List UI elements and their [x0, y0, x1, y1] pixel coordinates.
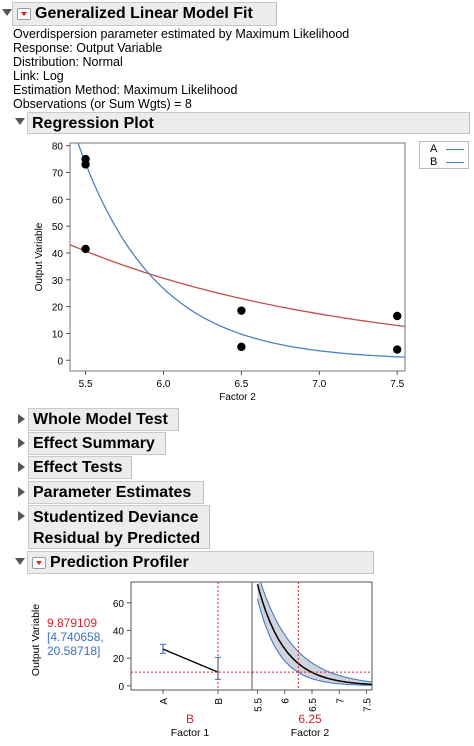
factor2-tick-label: 6: [281, 698, 292, 704]
predicted-ci-high: 20.58718]: [47, 644, 101, 658]
y-tick-label: 20: [52, 303, 64, 314]
section-parameter-estimates[interactable]: Parameter Estimates: [28, 481, 204, 504]
factor2-confidence-band: [257, 582, 372, 686]
regression-plot: 0 10 20 30 40 50 60 70 80 5.5 6.0 6.5 7.0 7.5 Factor 2…: [34, 142, 406, 400]
section-effect-tests[interactable]: Effect Tests: [28, 456, 132, 479]
series-b-curve: [77, 143, 405, 358]
expand-whole-model-test-icon[interactable]: [18, 414, 25, 424]
collapse-report-icon[interactable]: [2, 9, 12, 16]
predicted-value: 9.879109: [47, 616, 98, 630]
factor1-label: Factor 1: [170, 727, 210, 739]
profiler-y-tick-label: 60: [113, 599, 125, 610]
data-point: [81, 160, 90, 169]
profiler-y-tick-label: 0: [118, 682, 124, 693]
profiler-y-tick-label: 20: [113, 654, 125, 665]
section-label-line2: Residual by Predicted: [33, 530, 201, 547]
x-tick-label: 6.5: [234, 379, 248, 390]
factor2-tick-label: 5.5: [253, 698, 264, 712]
x-tick-label: 7.5: [390, 379, 404, 390]
prediction-profiler-plot: 0 20 40 60 A B 5.5 6 6.5 7 7.5: [113, 581, 374, 712]
section-label: Effect Tests: [33, 459, 123, 476]
regression-legend: A B: [419, 141, 469, 169]
expand-parameter-estimates-icon[interactable]: [18, 487, 25, 497]
collapse-regression-plot-icon[interactable]: [15, 118, 25, 125]
factor1-tick-label: B: [214, 698, 225, 705]
legend-label-a: A: [430, 143, 438, 155]
section-effect-summary[interactable]: Effect Summary: [28, 432, 166, 455]
y-tick-label: 70: [52, 169, 64, 180]
report-title: Generalized Linear Model Fit: [35, 5, 253, 22]
legend-swatch-b: [446, 162, 464, 163]
predicted-ci-low: [4.740658,: [47, 630, 104, 644]
profiler-factor1-frame: [130, 581, 253, 691]
factor2-band-upper: [259, 582, 372, 683]
plot-frame: [69, 142, 406, 372]
prediction-profiler-title: Prediction Profiler: [50, 554, 189, 571]
info-line-method: Estimation Method: Maximum Likelihood: [13, 83, 238, 97]
regression-plot-title: Regression Plot: [32, 115, 154, 132]
factor2-tick-label: 7: [335, 698, 346, 704]
expand-studentized-deviance-icon[interactable]: [18, 511, 25, 521]
legend-label-b: B: [430, 156, 438, 168]
factor2-tick-label: 6.5: [308, 698, 319, 712]
profiler-ylabel: Output Variable: [30, 603, 42, 677]
y-tick-label: 0: [57, 356, 63, 367]
legend-item-a: A: [430, 143, 437, 155]
y-tick-label: 40: [52, 249, 64, 260]
y-tick-label: 10: [52, 329, 64, 340]
factor2-current-value[interactable]: 6.25: [298, 712, 322, 726]
y-tick-label: 50: [52, 222, 64, 233]
factor1-current-value[interactable]: B: [185, 712, 194, 726]
y-tick-label: 30: [52, 276, 64, 287]
collapse-prediction-profiler-icon[interactable]: [15, 558, 25, 565]
data-point: [237, 342, 246, 352]
report-title-bar: Generalized Linear Model Fit: [12, 2, 277, 26]
y-tick-label: 80: [52, 142, 64, 153]
info-line-distribution: Distribution: Normal: [13, 55, 123, 69]
factor1-tick-label: A: [159, 698, 170, 705]
x-tick-label: 5.5: [79, 379, 93, 390]
profiler-ylabel-wrap: Output Variable: [30, 600, 42, 680]
factor2-profile-curve: [256, 584, 372, 686]
x-axis-label: Factor 2: [219, 392, 256, 400]
factor2-band-lower: [257, 598, 372, 686]
regression-plot-header[interactable]: Regression Plot: [27, 112, 470, 134]
report-menu-icon[interactable]: [17, 8, 31, 20]
section-label: Studentized Deviance: [33, 509, 199, 526]
x-tick-label: 7.0: [312, 379, 326, 390]
series-a-curve: [70, 244, 405, 328]
factor2-label: Factor 2: [290, 727, 330, 739]
legend-swatch-a: [446, 149, 464, 150]
info-line-link: Link: Log: [13, 69, 64, 83]
x-tick-label: 6.0: [157, 379, 171, 390]
section-label: Parameter Estimates: [33, 484, 192, 501]
section-label: Whole Model Test: [33, 411, 168, 428]
prediction-profiler-header[interactable]: Prediction Profiler: [27, 551, 374, 574]
profiler-y-tick-label: 40: [113, 626, 125, 637]
y-tick-label: 60: [52, 195, 64, 206]
info-line-observations: Observations (or Sum Wgts) = 8: [13, 97, 192, 111]
section-studentized-deviance[interactable]: Studentized Deviance Residual by Predict…: [28, 505, 210, 549]
section-label: Effect Summary: [33, 435, 155, 452]
factor1-profile-line: [162, 648, 219, 673]
data-point: [237, 306, 246, 315]
expand-effect-tests-icon[interactable]: [18, 462, 25, 472]
data-point: [393, 345, 402, 354]
data-point: [393, 311, 402, 321]
section-whole-model-test[interactable]: Whole Model Test: [28, 408, 179, 431]
legend-item-b: B: [430, 156, 437, 168]
y-axis-label: Output Variable: [34, 222, 45, 291]
expand-effect-summary-icon[interactable]: [18, 438, 25, 448]
info-line-response: Response: Output Variable: [13, 41, 163, 55]
data-point: [81, 244, 90, 254]
profiler-menu-icon[interactable]: [32, 557, 46, 569]
info-line-overdispersion: Overdispersion parameter estimated by Ma…: [13, 27, 350, 41]
factor2-tick-label: 7.5: [363, 698, 374, 712]
